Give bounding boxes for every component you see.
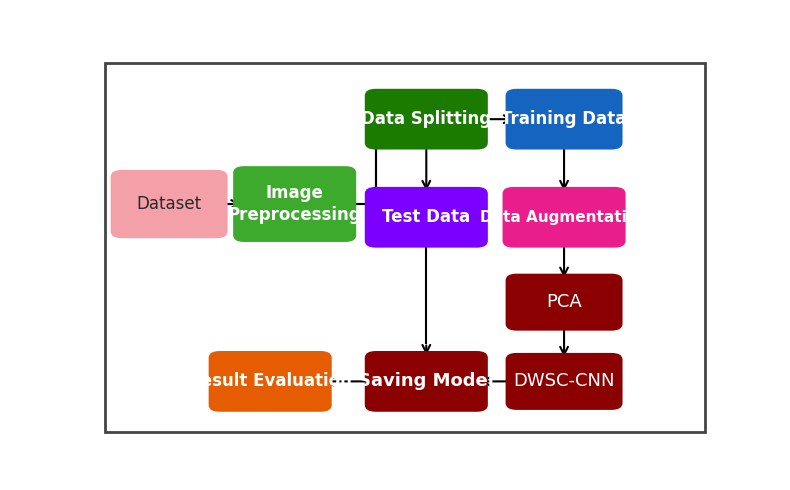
FancyBboxPatch shape	[365, 89, 488, 149]
Text: PCA: PCA	[546, 293, 582, 311]
Text: Training Data: Training Data	[502, 110, 626, 128]
FancyBboxPatch shape	[502, 187, 626, 247]
FancyBboxPatch shape	[506, 89, 623, 149]
FancyBboxPatch shape	[506, 274, 623, 331]
FancyBboxPatch shape	[506, 353, 623, 410]
Text: Data Augmentation: Data Augmentation	[480, 210, 648, 225]
FancyBboxPatch shape	[233, 166, 356, 242]
FancyBboxPatch shape	[365, 187, 488, 247]
Text: Saving Model: Saving Model	[359, 372, 495, 391]
Text: Dataset: Dataset	[137, 195, 201, 213]
FancyBboxPatch shape	[209, 351, 332, 412]
FancyBboxPatch shape	[365, 351, 488, 412]
Text: Data Splitting: Data Splitting	[361, 110, 491, 128]
FancyBboxPatch shape	[111, 170, 228, 238]
Text: Image
Preprocessing: Image Preprocessing	[228, 184, 362, 224]
Text: DWSC-CNN: DWSC-CNN	[514, 372, 615, 391]
Text: Result Evaluation: Result Evaluation	[188, 372, 352, 391]
Text: Test Data: Test Data	[382, 208, 470, 226]
